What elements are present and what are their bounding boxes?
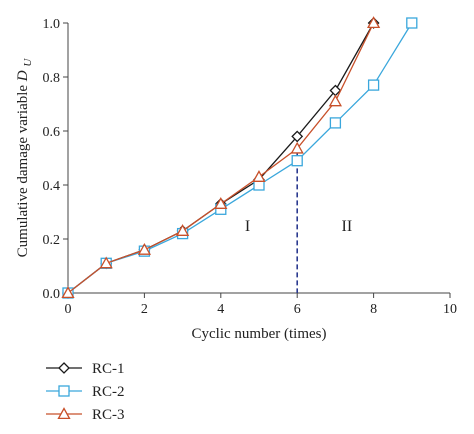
series-line: [67, 22, 413, 294]
y-tick-label: 0.6: [43, 125, 61, 140]
square-marker: [329, 117, 342, 129]
y-axis-label-symbol: D: [15, 70, 31, 82]
legend-label: RC-1: [92, 361, 125, 377]
legend-item: RC-2: [46, 384, 125, 400]
region-labels: I II: [245, 218, 352, 235]
y-axis-label-text: Cumulative damage variable: [15, 85, 31, 258]
y-tick-label: 0.0: [43, 287, 61, 302]
triangle-marker: [366, 16, 381, 29]
square-marker: [58, 385, 70, 397]
region-label: II: [342, 218, 353, 235]
x-tick-label: 8: [370, 302, 377, 317]
series-rc-1: [62, 17, 380, 299]
x-tick-label: 0: [65, 302, 72, 317]
series-line: [67, 22, 375, 294]
series-rc-2: [62, 17, 418, 299]
y-tick-label: 0.4: [43, 179, 61, 194]
x-tick-label: 2: [141, 302, 148, 317]
triangle-marker: [137, 242, 152, 255]
triangle-marker: [252, 170, 266, 182]
y-tick-label: 0.8: [43, 71, 61, 86]
y-axis-label-subscript: U: [22, 58, 34, 67]
triangle-marker: [99, 256, 113, 269]
y-tick-label: 0.2: [43, 233, 61, 248]
x-tick-label: 10: [443, 302, 457, 317]
x-axis-label: Cyclic number (times): [192, 326, 327, 342]
region-label: I: [245, 218, 250, 235]
y-axis-label: Cumulative damage variable D U: [15, 58, 34, 258]
square-marker: [291, 155, 303, 167]
legend: RC-1 RC-2 RC-3: [46, 361, 125, 423]
legend-label: RC-3: [92, 407, 125, 423]
legend-label: RC-2: [92, 384, 125, 400]
axes: 0 2 4 6 8 10 0.0 0.2 0.4 0.6 0.8 1.0: [43, 17, 458, 317]
series-rc-3: [61, 16, 381, 299]
triangle-marker: [214, 197, 228, 209]
diamond-marker: [291, 130, 304, 143]
x-tick-label: 4: [217, 302, 224, 317]
triangle-marker: [175, 224, 190, 236]
legend-item: RC-1: [46, 361, 125, 377]
legend-item: RC-3: [46, 407, 125, 423]
y-tick-label: 1.0: [43, 17, 61, 32]
series-layer: [61, 16, 418, 299]
x-tick-label: 6: [294, 302, 301, 317]
triangle-marker: [61, 286, 75, 299]
triangle-marker: [328, 94, 343, 107]
square-marker: [367, 79, 380, 91]
square-marker: [406, 17, 418, 29]
diamond-marker: [58, 362, 70, 374]
triangle-marker: [57, 407, 71, 420]
triangle-marker: [290, 141, 304, 154]
series-line: [67, 22, 375, 294]
